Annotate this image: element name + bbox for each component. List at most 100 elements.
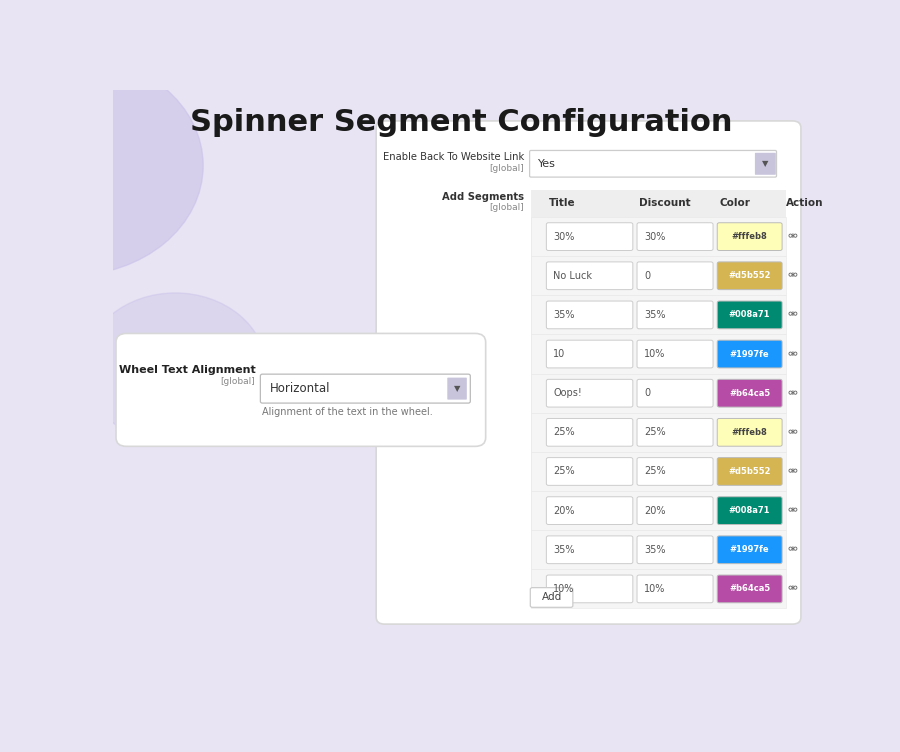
Text: Spinner Segment Configuration: Spinner Segment Configuration: [190, 108, 733, 137]
Text: 0: 0: [644, 388, 650, 399]
Text: 25%: 25%: [554, 427, 575, 438]
Text: 35%: 35%: [644, 310, 665, 320]
FancyBboxPatch shape: [637, 340, 713, 368]
FancyBboxPatch shape: [447, 378, 467, 399]
FancyBboxPatch shape: [376, 121, 801, 624]
FancyBboxPatch shape: [546, 536, 633, 564]
Text: 25%: 25%: [554, 466, 575, 477]
FancyBboxPatch shape: [546, 497, 633, 524]
Text: Add: Add: [542, 593, 562, 602]
FancyBboxPatch shape: [531, 335, 786, 374]
FancyBboxPatch shape: [755, 153, 776, 174]
FancyBboxPatch shape: [529, 150, 777, 177]
Text: #008a71: #008a71: [729, 506, 770, 515]
Text: #d5b552: #d5b552: [728, 271, 771, 280]
FancyBboxPatch shape: [717, 536, 782, 564]
FancyBboxPatch shape: [531, 569, 786, 608]
FancyBboxPatch shape: [637, 223, 713, 250]
Text: #1997fe: #1997fe: [730, 350, 770, 359]
Text: #b64ca5: #b64ca5: [729, 584, 770, 593]
FancyBboxPatch shape: [531, 491, 786, 530]
Text: #d5b552: #d5b552: [728, 467, 771, 476]
Text: 10%: 10%: [554, 584, 575, 594]
FancyBboxPatch shape: [717, 418, 782, 446]
Text: #1997fe: #1997fe: [730, 545, 770, 554]
FancyBboxPatch shape: [531, 530, 786, 569]
FancyBboxPatch shape: [637, 418, 713, 446]
FancyBboxPatch shape: [717, 301, 782, 329]
Text: ⚮: ⚮: [788, 582, 797, 596]
Text: ⚮: ⚮: [788, 504, 797, 517]
FancyBboxPatch shape: [531, 374, 786, 413]
FancyBboxPatch shape: [637, 458, 713, 485]
Text: Yes: Yes: [538, 159, 556, 168]
Text: No Luck: No Luck: [554, 271, 592, 280]
Text: 30%: 30%: [644, 232, 665, 241]
FancyBboxPatch shape: [112, 90, 810, 669]
Text: ▼: ▼: [762, 159, 769, 168]
FancyBboxPatch shape: [546, 262, 633, 290]
FancyBboxPatch shape: [530, 587, 573, 608]
Text: Alignment of the text in the wheel.: Alignment of the text in the wheel.: [263, 407, 433, 417]
FancyBboxPatch shape: [531, 217, 786, 256]
FancyBboxPatch shape: [531, 452, 786, 491]
Text: Wheel Text Alignment: Wheel Text Alignment: [119, 365, 256, 374]
Text: Oops!: Oops!: [554, 388, 582, 399]
FancyBboxPatch shape: [531, 296, 786, 335]
Text: Add Segments: Add Segments: [442, 193, 524, 202]
FancyBboxPatch shape: [546, 575, 633, 603]
Text: Enable Back To Website Link: Enable Back To Website Link: [382, 152, 524, 162]
FancyBboxPatch shape: [546, 301, 633, 329]
FancyBboxPatch shape: [717, 575, 782, 603]
Text: 35%: 35%: [644, 544, 665, 555]
Text: ⚮: ⚮: [788, 387, 797, 400]
FancyBboxPatch shape: [717, 223, 782, 250]
FancyBboxPatch shape: [717, 340, 782, 368]
Text: [global]: [global]: [220, 377, 256, 386]
FancyBboxPatch shape: [546, 418, 633, 446]
Text: ⚮: ⚮: [788, 543, 797, 556]
FancyBboxPatch shape: [637, 536, 713, 564]
Text: 10: 10: [554, 349, 565, 359]
Text: Title: Title: [548, 199, 575, 208]
FancyBboxPatch shape: [546, 340, 633, 368]
Text: ⚮: ⚮: [788, 308, 797, 321]
Text: ⚮: ⚮: [788, 426, 797, 439]
Text: 20%: 20%: [644, 505, 665, 516]
FancyBboxPatch shape: [260, 374, 471, 403]
FancyBboxPatch shape: [531, 256, 786, 296]
Text: Discount: Discount: [639, 199, 690, 208]
FancyBboxPatch shape: [637, 301, 713, 329]
Text: #b64ca5: #b64ca5: [729, 389, 770, 398]
Text: #fffeb8: #fffeb8: [732, 232, 768, 241]
Text: 25%: 25%: [644, 466, 666, 477]
FancyBboxPatch shape: [637, 379, 713, 407]
FancyBboxPatch shape: [531, 413, 786, 452]
Text: 25%: 25%: [644, 427, 666, 438]
Text: ▼: ▼: [454, 384, 460, 393]
Text: [global]: [global]: [490, 164, 524, 173]
FancyBboxPatch shape: [546, 223, 633, 250]
Text: ⚮: ⚮: [788, 465, 797, 478]
FancyBboxPatch shape: [637, 575, 713, 603]
Text: Color: Color: [719, 199, 751, 208]
Text: 20%: 20%: [554, 505, 575, 516]
FancyBboxPatch shape: [531, 190, 786, 608]
FancyBboxPatch shape: [546, 379, 633, 407]
FancyBboxPatch shape: [637, 497, 713, 524]
Text: 10%: 10%: [644, 584, 665, 594]
Text: 0: 0: [644, 271, 650, 280]
FancyBboxPatch shape: [717, 379, 782, 407]
Text: Action: Action: [786, 199, 824, 208]
Circle shape: [85, 293, 266, 444]
FancyBboxPatch shape: [717, 262, 782, 290]
Text: 35%: 35%: [554, 310, 575, 320]
Text: #008a71: #008a71: [729, 311, 770, 320]
Text: ⚮: ⚮: [788, 230, 797, 243]
Text: ⚮: ⚮: [788, 347, 797, 360]
FancyBboxPatch shape: [116, 333, 486, 447]
FancyBboxPatch shape: [637, 262, 713, 290]
Circle shape: [0, 56, 203, 275]
FancyBboxPatch shape: [717, 458, 782, 485]
Text: 30%: 30%: [554, 232, 575, 241]
